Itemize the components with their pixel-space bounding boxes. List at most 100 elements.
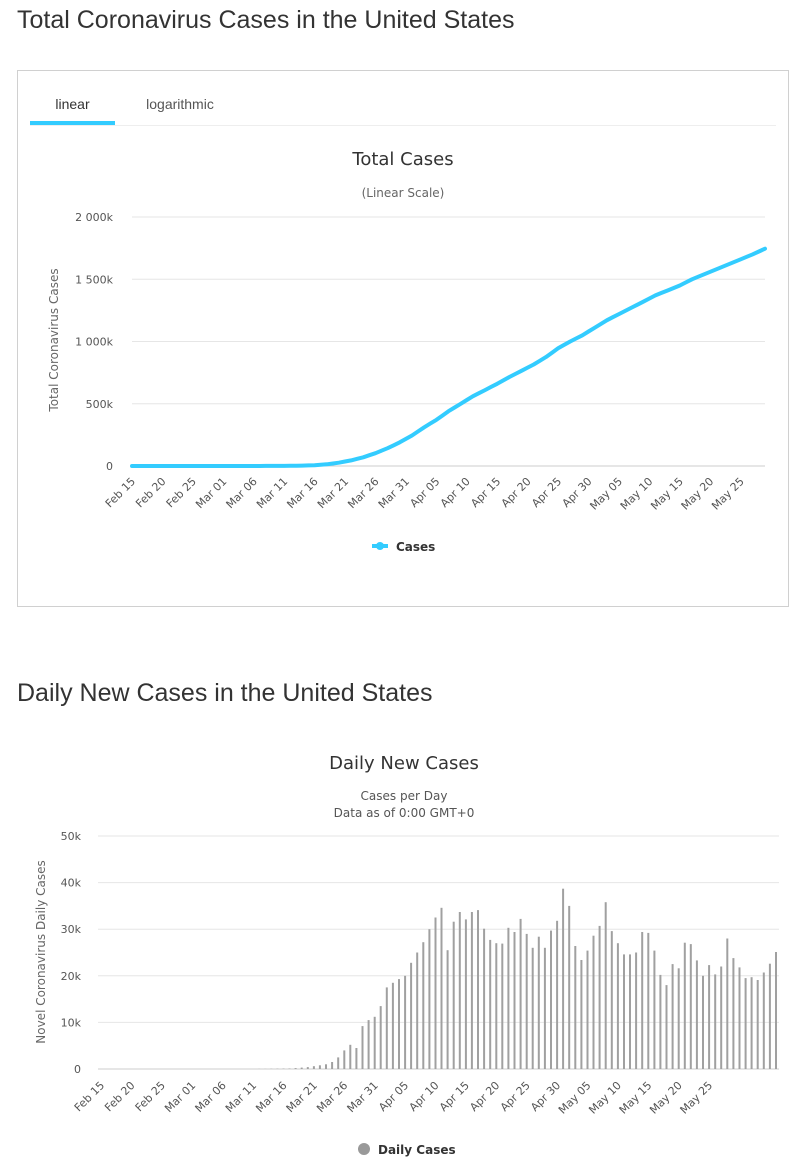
daily-cases-bar: [556, 920, 559, 1069]
x-tick-label: Mar 11: [223, 1079, 259, 1115]
tab-logarithmic[interactable]: logarithmic: [146, 96, 214, 112]
daily-cases-bar: [732, 958, 735, 1069]
daily-cases-bar: [568, 905, 571, 1069]
y-tick-label: 10k: [61, 1016, 82, 1029]
x-tick-label: Apr 15: [468, 475, 503, 510]
x-tick-label: Mar 06: [193, 1079, 229, 1115]
total-cases-card: linear logarithmic: [17, 70, 789, 607]
y-tick-label: 0: [106, 460, 113, 473]
y-tick-label: 500k: [86, 398, 114, 411]
x-tick-label: Apr 20: [499, 475, 534, 510]
daily-cases-bar: [689, 944, 692, 1069]
daily-cases-bar: [373, 1016, 376, 1069]
daily-cases-bar: [647, 932, 650, 1069]
x-tick-label: May 20: [679, 475, 717, 513]
daily-cases-bar: [294, 1068, 297, 1069]
x-tick-label: May 25: [678, 1079, 716, 1117]
legend-label[interactable]: Cases: [396, 540, 435, 554]
daily-cases-bar: [756, 980, 759, 1069]
daily-cases-bar: [379, 1006, 382, 1069]
x-tick-label: Mar 11: [254, 475, 290, 511]
daily-cases-bar: [598, 925, 601, 1069]
daily-cases-bar: [355, 1048, 358, 1069]
x-tick-label: Feb 15: [103, 475, 138, 510]
daily-cases-bar: [404, 975, 407, 1069]
daily-cases-bar: [714, 974, 717, 1069]
daily-cases-bar: [477, 910, 479, 1069]
y-tick-label: 1 500k: [75, 273, 113, 286]
daily-cases-bar: [470, 912, 473, 1069]
x-tick-label: May 20: [647, 1079, 685, 1117]
daily-cases-bar: [501, 943, 504, 1069]
chart-title: Total Cases: [351, 149, 453, 170]
y-tick-label: 40k: [61, 877, 82, 890]
total-cases-chart: Total Cases (Linear Scale) 0 500k 1 000k 1 50…: [47, 149, 767, 554]
x-tick-label: Feb 25: [133, 1079, 168, 1114]
chart-title: Daily New Cases: [329, 753, 479, 774]
x-tick-label: Mar 01: [162, 1079, 198, 1115]
daily-cases-bar: [525, 933, 528, 1069]
daily-cases-bar: [306, 1067, 309, 1069]
daily-cases-bar: [768, 963, 771, 1069]
daily-cases-bar: [434, 917, 437, 1069]
daily-cases-bar: [507, 927, 510, 1069]
daily-cases-bar: [671, 964, 674, 1069]
daily-cases-section-title: Daily New Cases in the United States: [17, 679, 433, 707]
daily-cases-bar: [440, 907, 443, 1069]
daily-cases-bar: [574, 946, 577, 1069]
x-tick-label: Mar 31: [376, 475, 412, 511]
daily-cases-bar: [428, 929, 431, 1069]
x-tick-label: Feb 20: [102, 1079, 137, 1114]
x-tick-label: May 10: [586, 1079, 624, 1117]
x-tick-label: Mar 31: [345, 1079, 381, 1115]
daily-cases-bar: [495, 943, 498, 1069]
daily-cases-bar: [489, 939, 492, 1069]
daily-cases-bar: [635, 952, 638, 1069]
daily-cases-bar: [300, 1067, 303, 1069]
x-tick-label: May 05: [556, 1079, 594, 1117]
daily-cases-bar: [337, 1057, 340, 1069]
daily-cases-bar: [464, 919, 467, 1069]
y-axis-label: Novel Coronavirus Daily Cases: [34, 860, 48, 1043]
daily-cases-bar: [726, 938, 729, 1069]
x-tick-label: Mar 06: [224, 475, 260, 511]
x-tick-label: Mar 26: [314, 1079, 350, 1115]
tab-linear[interactable]: linear: [30, 85, 115, 125]
daily-cases-bar: [562, 888, 565, 1069]
x-tick-label: Feb 20: [133, 475, 168, 510]
x-tick-label: May 25: [709, 475, 747, 513]
daily-cases-bar: [318, 1065, 321, 1069]
x-tick-label: May 15: [617, 1079, 655, 1117]
daily-cases-bar: [537, 936, 540, 1069]
x-tick-label: Feb 25: [164, 475, 199, 510]
legend-label[interactable]: Daily Cases: [378, 1143, 456, 1157]
total-cases-section-title: Total Coronavirus Cases in the United St…: [17, 6, 515, 34]
chart-subtitle-line: Data as of 0:00 GMT+0: [334, 806, 475, 820]
daily-cases-bar: [416, 952, 419, 1069]
daily-cases-bar: [513, 932, 516, 1069]
y-tick-label: 30k: [61, 923, 82, 936]
daily-cases-bar: [683, 942, 686, 1069]
x-tick-label: Mar 16: [253, 1079, 289, 1115]
y-tick-label: 20k: [61, 970, 82, 983]
x-tick-label: May 05: [587, 475, 625, 513]
daily-cases-bar: [659, 974, 662, 1069]
daily-cases-bar: [343, 1050, 346, 1069]
x-tick-label: Mar 26: [345, 475, 381, 511]
chart-subtitle: (Linear Scale): [362, 186, 445, 200]
y-tick-label: 50k: [61, 830, 82, 843]
daily-cases-bar: [586, 950, 589, 1069]
scale-tabs: linear logarithmic: [30, 85, 776, 126]
x-tick-label: Mar 21: [284, 1079, 320, 1115]
y-tick-label: 1 000k: [75, 336, 113, 349]
x-tick-label: Mar 21: [315, 475, 351, 511]
chart-subtitle-line: Cases per Day: [361, 789, 448, 803]
daily-cases-bar: [629, 954, 631, 1069]
daily-cases-bar: [288, 1068, 291, 1069]
daily-cases-bar: [775, 952, 777, 1069]
x-tick-label: Apr 10: [407, 1079, 442, 1114]
daily-cases-bar: [702, 975, 704, 1069]
daily-cases-bar: [641, 932, 644, 1069]
daily-cases-bar: [604, 902, 607, 1069]
daily-cases-bar: [744, 978, 747, 1069]
